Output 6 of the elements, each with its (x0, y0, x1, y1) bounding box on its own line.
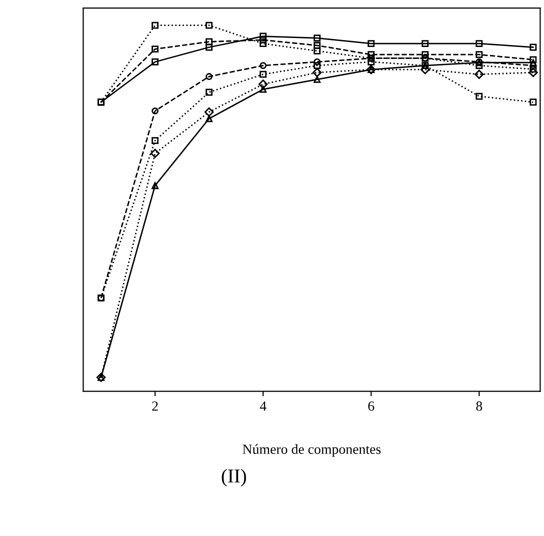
x-axis-title: Número de componentes (242, 444, 381, 457)
text: (II) (222, 468, 246, 487)
x-tick-label: 2 (152, 401, 158, 411)
x-tick-label: 6 (368, 401, 374, 411)
x-tick-label: 8 (476, 401, 482, 411)
x-tick-label: 4 (260, 401, 266, 411)
